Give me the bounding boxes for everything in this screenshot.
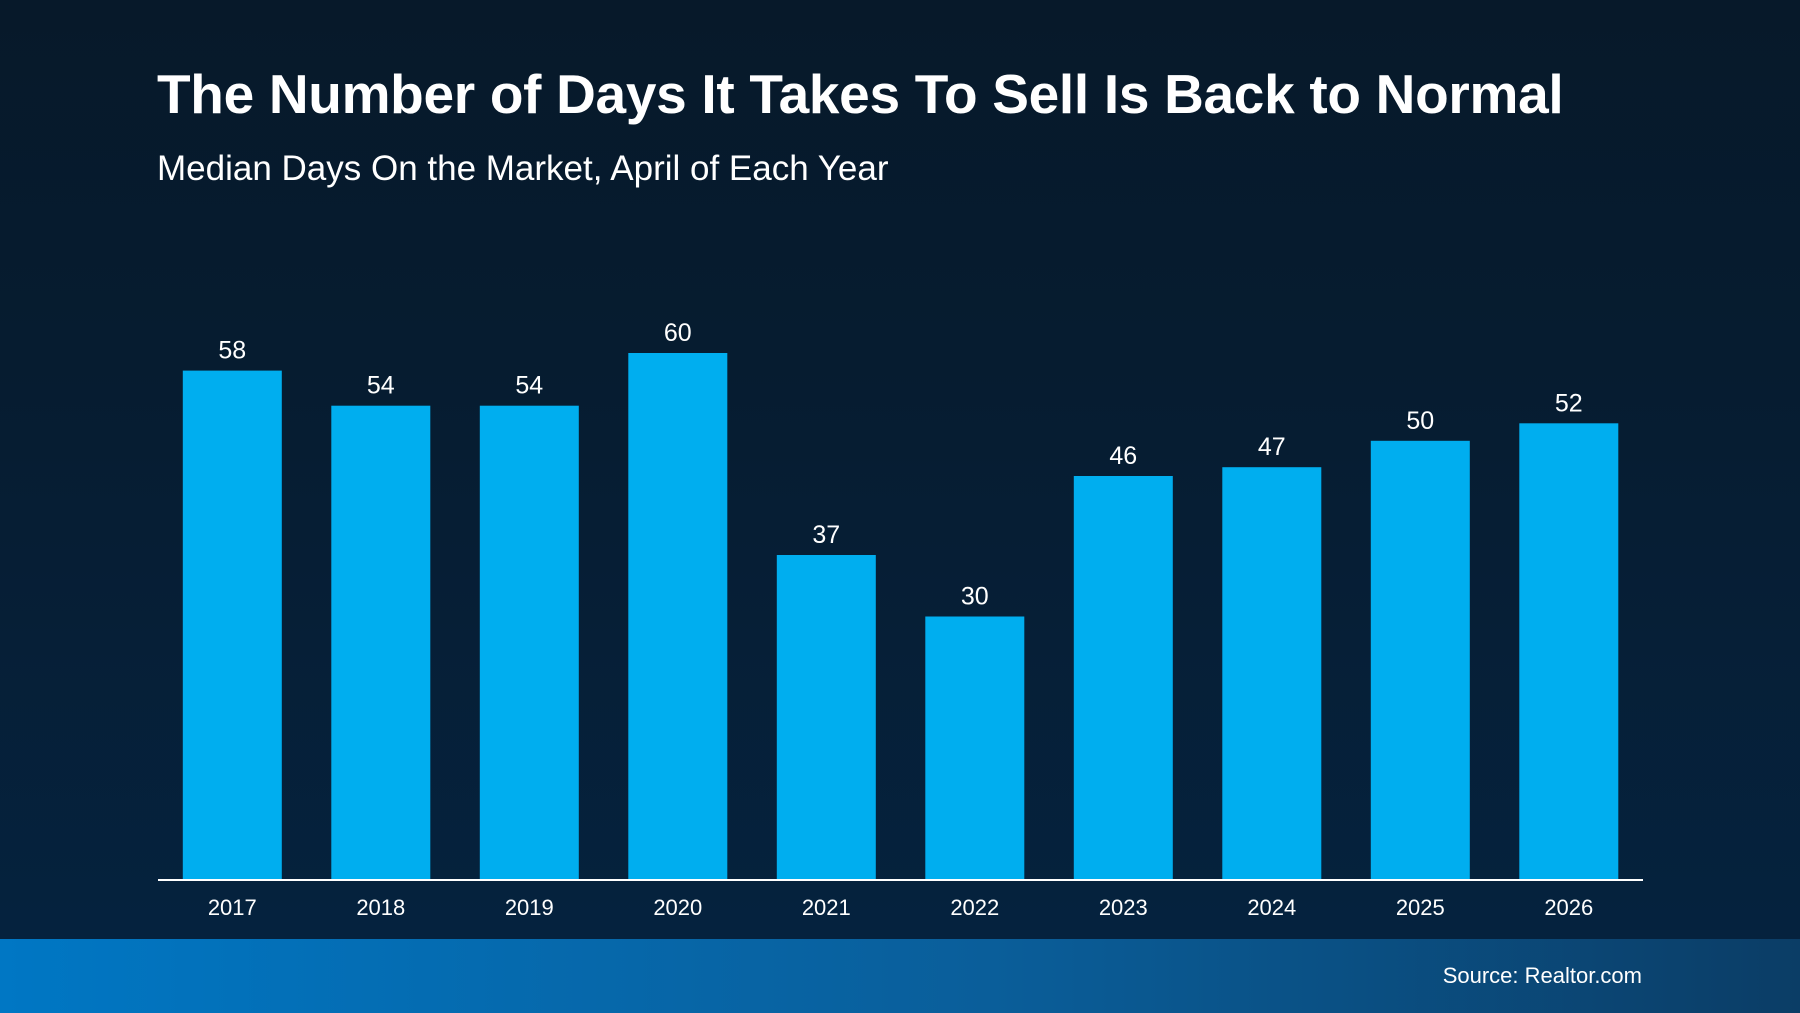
bar-group: 54 2019 [479,372,579,920]
chart-title: The Number of Days It Takes To Sell Is B… [157,63,1564,125]
bar-group: 50 2025 [1370,407,1470,920]
bar-group: 37 2021 [776,521,876,920]
bar [925,616,1025,880]
x-tick-label: 2026 [1544,895,1593,920]
data-label: 58 [218,337,246,365]
bar-group: 46 2023 [1073,442,1173,920]
data-label: 60 [664,319,692,347]
bar [1222,467,1322,880]
footer-band: Source: Realtor.com [0,939,1800,1013]
bar-group: 47 2024 [1222,433,1322,920]
bar [331,405,431,880]
x-tick-label: 2019 [505,895,554,920]
x-tick-label: 2023 [1099,895,1148,920]
x-tick-label: 2018 [356,895,405,920]
data-label: 52 [1555,389,1583,417]
bar-group: 54 2018 [331,372,431,920]
data-label: 46 [1109,442,1137,470]
bar [479,405,579,880]
bar [628,353,728,880]
x-tick-label: 2024 [1247,895,1296,920]
x-tick-label: 2021 [802,895,851,920]
x-tick-label: 2017 [208,895,257,920]
data-label: 47 [1258,433,1286,461]
data-label: 30 [961,583,989,611]
bar [182,370,282,880]
bar [776,555,876,880]
source-note: Source: Realtor.com [1442,963,1642,988]
bar [1370,440,1470,880]
x-tick-label: 2025 [1396,895,1445,920]
bar-group: 52 2026 [1519,389,1619,920]
chart-subtitle: Median Days On the Market, April of Each… [157,149,889,188]
data-label: 54 [515,372,543,400]
bar-chart: 58 2017 54 2018 54 2019 60 2020 37 2021 30 2022 46 20… [158,319,1643,920]
data-label: 54 [367,372,395,400]
data-label: 37 [812,521,840,549]
x-tick-label: 2020 [653,895,702,920]
x-tick-label: 2022 [950,895,999,920]
bar [1073,476,1173,880]
bar-group: 30 2022 [925,583,1025,920]
bar-group: 58 2017 [182,337,282,920]
data-label: 50 [1406,407,1434,435]
bar-group: 60 2020 [628,319,728,920]
bar [1519,423,1619,880]
